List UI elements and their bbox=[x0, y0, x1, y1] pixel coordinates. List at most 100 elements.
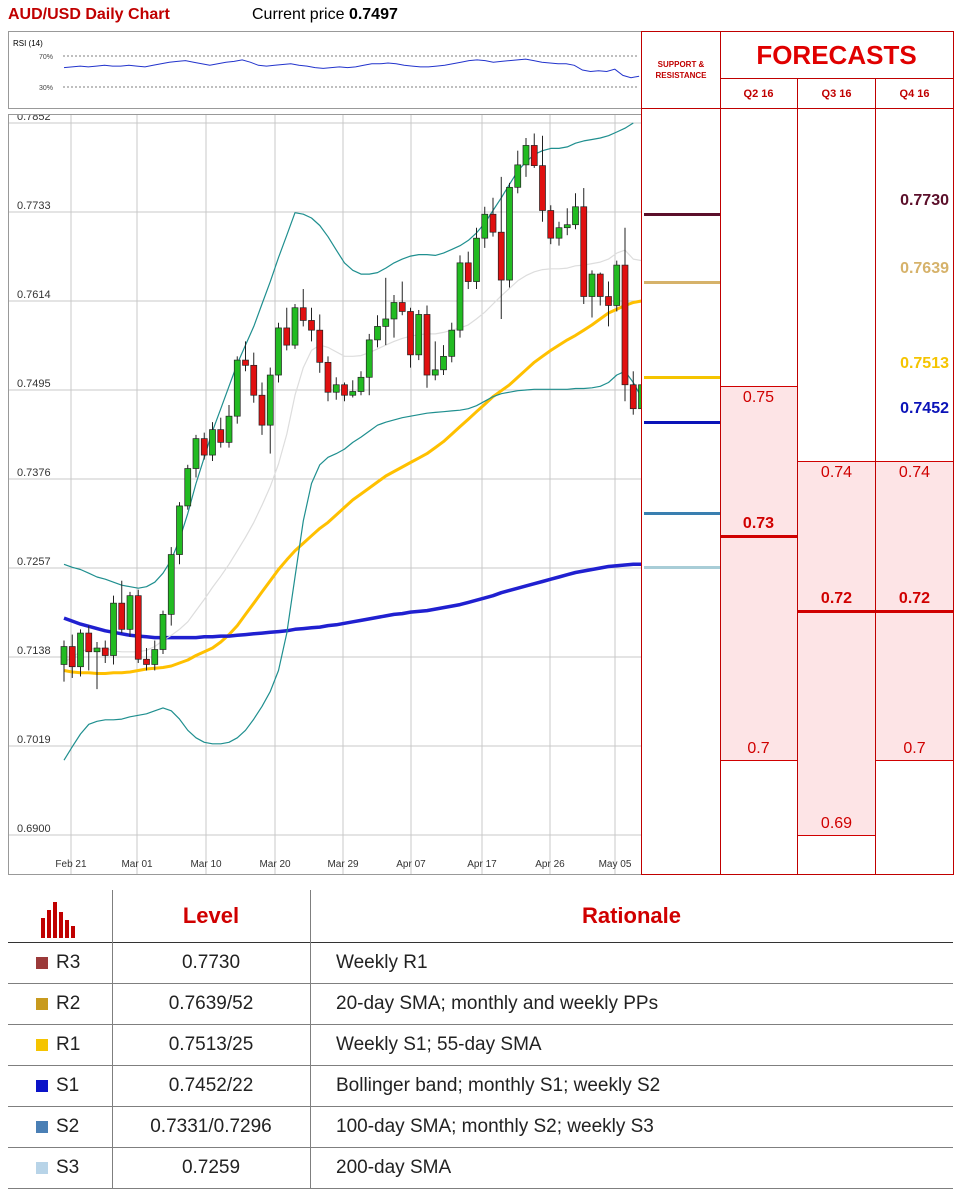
candle-body bbox=[448, 329, 456, 357]
candle-body bbox=[596, 273, 604, 297]
price-value: 0.7497 bbox=[348, 6, 398, 23]
candle-body bbox=[341, 384, 348, 396]
candle-body bbox=[629, 384, 637, 410]
level-value: 0.7730 bbox=[181, 951, 241, 973]
candle-body bbox=[374, 326, 381, 341]
candle-body bbox=[514, 164, 522, 188]
candle-body bbox=[407, 311, 414, 356]
candle-body bbox=[423, 314, 431, 376]
rsi-level-70: 70% bbox=[39, 54, 53, 61]
level-color-swatch bbox=[36, 1038, 48, 1051]
candle-body bbox=[60, 646, 68, 665]
candle-body bbox=[85, 632, 93, 653]
y-tick-label: 0.7257 bbox=[17, 556, 51, 568]
sr-level-value: 0.7639 bbox=[900, 260, 949, 278]
candle-body bbox=[134, 595, 142, 660]
sr-level-line bbox=[644, 281, 720, 285]
candle-body bbox=[588, 273, 596, 297]
forecast-high-line bbox=[720, 386, 797, 388]
candle-body bbox=[415, 314, 423, 356]
x-tick-label: Apr 07 bbox=[396, 859, 426, 870]
y-tick-label: 0.7138 bbox=[17, 645, 51, 657]
candle-body bbox=[621, 264, 629, 386]
candle-body bbox=[77, 632, 84, 668]
candle-body bbox=[299, 307, 307, 321]
forecast-range-band bbox=[720, 386, 797, 761]
level-name: R1 bbox=[56, 1033, 81, 1055]
forecast-high-value: 0.74 bbox=[898, 464, 931, 482]
sr-level-value: 0.7452 bbox=[900, 400, 949, 418]
candle-body bbox=[464, 262, 472, 282]
rsi-label: RSI (14) bbox=[13, 39, 43, 48]
rsi-chart: RSI (14) 70% 30% bbox=[13, 39, 640, 92]
quarter-q4: Q4 16 bbox=[876, 79, 953, 109]
candle-body bbox=[126, 595, 134, 630]
level-name: S1 bbox=[56, 1074, 80, 1096]
rsi-panel: RSI (14) 70% 30% bbox=[8, 31, 642, 109]
series-line bbox=[63, 370, 643, 761]
candle-body bbox=[110, 602, 117, 656]
rsi-level-30: 30% bbox=[39, 85, 53, 92]
candle-body bbox=[522, 145, 530, 166]
sr-level-value: 0.7730 bbox=[900, 192, 949, 210]
table-row: S3 0.7259 200-day SMA bbox=[8, 1147, 953, 1189]
sr-level-line bbox=[644, 511, 720, 515]
candle-body bbox=[431, 369, 439, 376]
price-chart: 0.7852 0.7733 0.7614 0.7495 0.7376 0.7257 0.71… bbox=[8, 111, 645, 875]
sr-level-value: 0.7513 bbox=[900, 354, 949, 372]
y-tick-label: 0.7733 bbox=[17, 200, 51, 212]
candle-body bbox=[167, 554, 175, 615]
candle-body bbox=[605, 296, 612, 306]
level-rationale: 200-day SMA bbox=[336, 1156, 452, 1178]
candle-body bbox=[481, 213, 489, 239]
candle-body bbox=[275, 327, 282, 376]
bar-chart-icon bbox=[8, 890, 113, 942]
forecast-mid-value: 0.73 bbox=[742, 514, 775, 532]
forecast-high-line bbox=[798, 461, 875, 463]
forecast-mid-line bbox=[876, 609, 953, 613]
level-name: R3 bbox=[56, 951, 81, 973]
candle-body bbox=[530, 145, 538, 166]
quarter-q3: Q3 16 bbox=[798, 79, 875, 109]
table-row: R2 0.7639/52 20-day SMA; monthly and weekl… bbox=[8, 983, 953, 1025]
candle-body bbox=[308, 320, 315, 331]
candle-body bbox=[497, 231, 505, 281]
forecast-low-line bbox=[720, 760, 797, 762]
forecasts-title: FORECASTS bbox=[720, 32, 953, 79]
candle-body bbox=[266, 374, 274, 426]
candle-body bbox=[563, 224, 571, 229]
level-value: 0.7259 bbox=[181, 1156, 241, 1178]
x-tick-label: Apr 26 bbox=[535, 859, 565, 870]
table-row: R3 0.7730 Weekly R1 bbox=[8, 942, 953, 984]
table-row: S2 0.7331/0.7296 100-day SMA; monthly S2; … bbox=[8, 1106, 953, 1148]
candle-body bbox=[258, 394, 266, 426]
candle-body bbox=[283, 327, 291, 346]
y-tick-label: 0.7614 bbox=[17, 289, 51, 301]
q-separator bbox=[797, 79, 798, 874]
forecast-mid-value: 0.72 bbox=[898, 589, 931, 607]
candle-body bbox=[506, 186, 513, 281]
candle-body bbox=[151, 649, 159, 665]
quarter-q2: Q2 16 bbox=[720, 79, 797, 109]
candle-body bbox=[332, 384, 340, 393]
y-tick-label: 0.7495 bbox=[17, 378, 51, 390]
y-tick-label: 0.7852 bbox=[17, 115, 51, 123]
candle-body bbox=[192, 438, 200, 469]
level-color-swatch bbox=[36, 1161, 48, 1174]
candle-body bbox=[233, 359, 241, 417]
sr-level-line bbox=[644, 565, 720, 569]
forecast-low-line bbox=[798, 835, 875, 836]
level-name: S2 bbox=[56, 1115, 80, 1137]
price-label: Current price bbox=[252, 6, 345, 23]
candle-body bbox=[209, 429, 216, 456]
candle-body bbox=[572, 206, 579, 226]
support-resistance-label: SUPPORT & RESISTANCE bbox=[642, 32, 721, 109]
level-color-swatch bbox=[36, 1120, 48, 1133]
chart-title: AUD/USD Daily Chart bbox=[8, 6, 170, 23]
candle-body bbox=[456, 262, 464, 331]
forecast-high-line bbox=[876, 461, 953, 463]
table-row: R1 0.7513/25 Weekly S1; 55-day SMA bbox=[8, 1024, 953, 1066]
candle-body bbox=[143, 658, 150, 665]
table-row: S1 0.7452/22 Bollinger band; monthly S1; w… bbox=[8, 1065, 953, 1107]
candle-body bbox=[539, 165, 546, 211]
